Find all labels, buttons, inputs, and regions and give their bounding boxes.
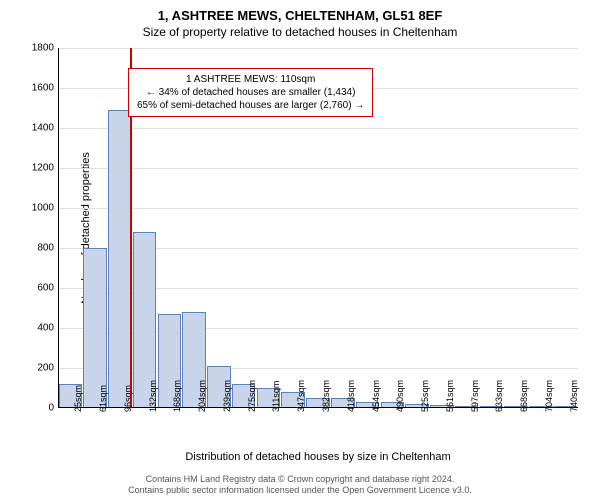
grid-line	[58, 128, 578, 129]
plot-area: 02004006008001000120014001600180025sqm61…	[58, 48, 578, 408]
annotation-box: 1 ASHTREE MEWS: 110sqm← 34% of detached …	[128, 68, 373, 117]
y-tick-label: 1800	[32, 43, 54, 54]
y-axis-line	[58, 48, 59, 408]
chart-title: 1, ASHTREE MEWS, CHELTENHAM, GL51 8EF	[0, 0, 600, 23]
footer-line1: Contains HM Land Registry data © Crown c…	[0, 474, 600, 485]
y-tick-label: 0	[48, 403, 54, 414]
x-axis-line	[58, 407, 578, 408]
annotation-line2: ← 34% of detached houses are smaller (1,…	[137, 86, 364, 99]
grid-line	[58, 208, 578, 209]
y-tick-label: 1200	[32, 163, 54, 174]
x-axis-label: Distribution of detached houses by size …	[185, 451, 450, 463]
y-tick-label: 1400	[32, 123, 54, 134]
chart-area: Number of detached properties 0200400600…	[58, 48, 578, 408]
y-tick-label: 1000	[32, 203, 54, 214]
y-tick-label: 200	[37, 363, 54, 374]
y-tick-label: 800	[37, 243, 54, 254]
footer: Contains HM Land Registry data © Crown c…	[0, 474, 600, 496]
grid-line	[58, 48, 578, 49]
y-tick-label: 600	[37, 283, 54, 294]
chart-subtitle: Size of property relative to detached ho…	[0, 25, 600, 39]
footer-line2: Contains public sector information licen…	[0, 485, 600, 496]
annotation-line3: 65% of semi-detached houses are larger (…	[137, 99, 364, 112]
chart-container: 1, ASHTREE MEWS, CHELTENHAM, GL51 8EF Si…	[0, 0, 600, 500]
y-tick-label: 400	[37, 323, 54, 334]
annotation-line1: 1 ASHTREE MEWS: 110sqm	[137, 73, 364, 86]
bar	[108, 110, 132, 408]
y-tick-label: 1600	[32, 83, 54, 94]
grid-line	[58, 168, 578, 169]
